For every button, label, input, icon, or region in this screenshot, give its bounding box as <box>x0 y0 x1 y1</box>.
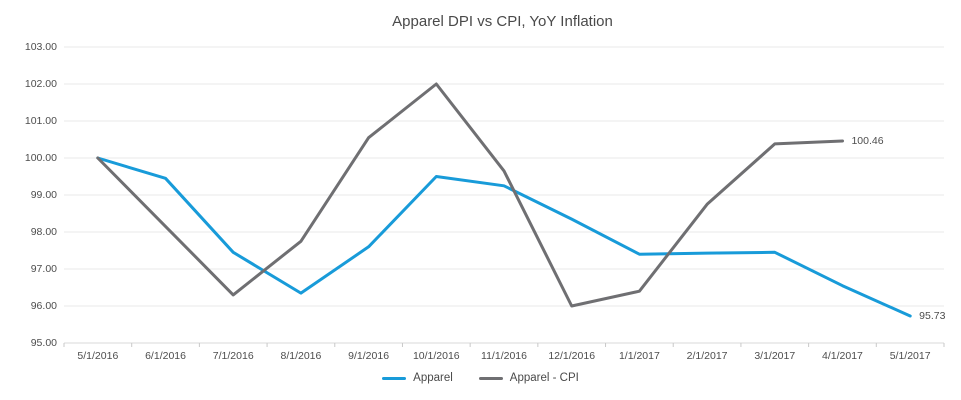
y-tick-label: 95.00 <box>30 337 57 349</box>
apparel-line <box>96 156 912 318</box>
y-tick-label: 101.00 <box>24 115 57 127</box>
y-tick-label: 102.00 <box>24 78 57 90</box>
y-tick-label: 97.00 <box>30 263 57 275</box>
y-tick-label: 103.00 <box>24 41 57 53</box>
legend-item-apparel-cpi[interactable]: Apparel - CPI <box>478 372 579 384</box>
y-tick-label: 98.00 <box>30 226 57 238</box>
legend-label: Apparel - CPI <box>509 372 579 384</box>
x-tick-label: 12/1/2016 <box>548 350 596 362</box>
x-tick-label: 11/1/2016 <box>481 350 527 362</box>
x-tick-label: 10/1/2016 <box>412 350 460 362</box>
legend-line-swatch <box>382 376 407 380</box>
x-tick-label: 9/1/2016 <box>348 350 390 362</box>
x-tick-label: 8/1/2016 <box>280 350 322 362</box>
legend-line-swatch <box>478 376 503 380</box>
legend: Apparel Apparel - CPI <box>0 372 961 384</box>
x-tick-label: 3/1/2017 <box>754 350 796 362</box>
legend-label: Apparel <box>413 372 453 384</box>
series-end-label: 95.73 <box>919 309 946 322</box>
chart-title: Apparel DPI vs CPI, YoY Inflation <box>392 13 613 30</box>
x-tick-label: 5/1/2017 <box>889 350 931 362</box>
y-tick-label: 100.00 <box>24 152 57 164</box>
x-tick-label: 5/1/2016 <box>77 350 119 362</box>
apparel-cpi-line <box>96 82 844 308</box>
y-tick-label: 96.00 <box>30 300 57 312</box>
legend-item-apparel[interactable]: Apparel <box>382 372 453 384</box>
x-tick-label: 6/1/2016 <box>145 350 186 362</box>
series-end-label: 100.46 <box>851 134 884 147</box>
x-tick-label: 1/1/2017 <box>618 350 660 362</box>
x-tick-label: 7/1/2016 <box>212 350 254 362</box>
x-tick-label: 4/1/2017 <box>822 350 863 362</box>
x-tick-label: 2/1/2017 <box>686 350 728 362</box>
y-tick-label: 99.00 <box>30 189 57 201</box>
